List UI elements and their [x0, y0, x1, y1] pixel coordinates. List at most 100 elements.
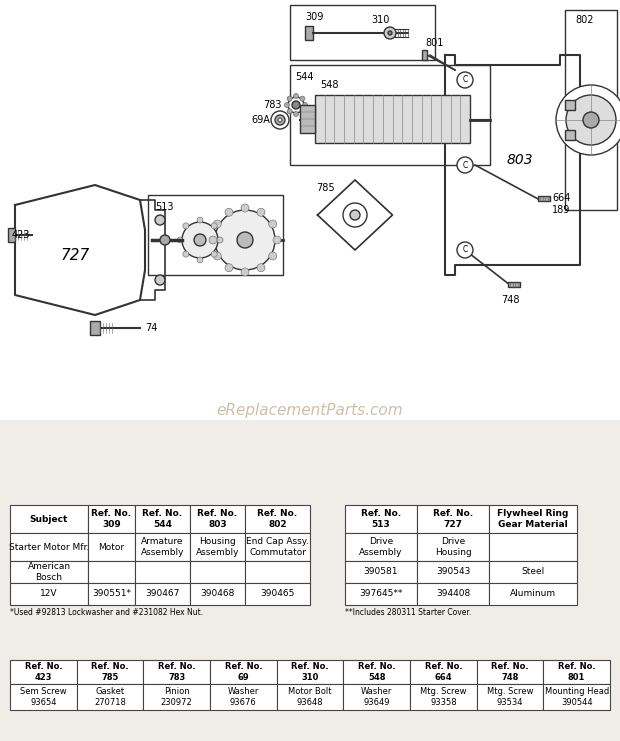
Text: Steel: Steel	[521, 568, 544, 576]
Circle shape	[288, 97, 304, 113]
Text: 544: 544	[295, 72, 314, 82]
Text: 783: 783	[264, 100, 282, 110]
Text: Mtg. Screw
93358: Mtg. Screw 93358	[420, 688, 467, 707]
Circle shape	[583, 112, 599, 128]
Bar	[135, 561, 190, 583]
Text: Drive
Housing: Drive Housing	[435, 537, 471, 556]
Circle shape	[209, 236, 217, 244]
Text: *Used #92813 Lockwasher and #231082 Hex Nut.: *Used #92813 Lockwasher and #231082 Hex …	[10, 608, 203, 617]
Bar	[135, 505, 190, 533]
Bar	[77, 684, 143, 710]
Polygon shape	[445, 55, 580, 275]
Circle shape	[268, 252, 277, 260]
Circle shape	[182, 222, 218, 258]
Bar	[290, 65, 490, 165]
Circle shape	[566, 95, 616, 145]
Text: 69A: 69A	[251, 115, 270, 125]
Circle shape	[300, 109, 305, 114]
Circle shape	[273, 236, 281, 244]
Circle shape	[343, 203, 367, 227]
Circle shape	[293, 93, 298, 99]
Text: 310: 310	[371, 15, 389, 25]
Text: Ref. No.
748: Ref. No. 748	[491, 662, 529, 682]
Circle shape	[215, 210, 275, 270]
Text: **Includes 280311 Starter Cover.: **Includes 280311 Starter Cover.	[345, 608, 471, 617]
Text: Ref. No.
548: Ref. No. 548	[358, 662, 396, 682]
Text: Mounting Head
390544: Mounting Head 390544	[544, 688, 609, 707]
Bar	[90, 321, 100, 335]
Text: 513: 513	[155, 202, 174, 212]
Circle shape	[285, 102, 290, 107]
Circle shape	[217, 237, 223, 243]
Circle shape	[350, 210, 360, 220]
Text: 390468: 390468	[200, 590, 235, 599]
Bar	[543, 660, 610, 684]
Bar	[417, 583, 489, 605]
Circle shape	[183, 223, 189, 229]
Circle shape	[197, 217, 203, 223]
Bar	[8, 228, 15, 242]
Bar	[245, 505, 310, 533]
Circle shape	[177, 237, 183, 243]
Bar	[538, 196, 550, 201]
Circle shape	[257, 264, 265, 272]
Text: 390543: 390543	[436, 568, 470, 576]
Text: 390467: 390467	[145, 590, 180, 599]
Circle shape	[213, 252, 221, 260]
Bar	[477, 660, 543, 684]
Bar	[543, 684, 610, 710]
Text: C: C	[463, 161, 467, 170]
Text: C: C	[463, 76, 467, 84]
Bar	[77, 660, 143, 684]
Circle shape	[457, 157, 473, 173]
Circle shape	[225, 208, 233, 216]
Circle shape	[268, 220, 277, 228]
Bar	[343, 660, 410, 684]
Bar	[10, 660, 77, 684]
Bar	[88, 505, 135, 533]
Bar	[345, 505, 417, 533]
Text: Ref. No.
423: Ref. No. 423	[25, 662, 62, 682]
Circle shape	[211, 223, 217, 229]
Bar	[477, 684, 543, 710]
Circle shape	[388, 31, 392, 35]
Bar	[10, 561, 88, 583]
Bar	[143, 684, 210, 710]
Text: End Cap Assy.
Commutator: End Cap Assy. Commutator	[246, 537, 309, 556]
Text: 801: 801	[426, 38, 444, 48]
Bar	[345, 561, 417, 583]
Bar	[422, 50, 427, 60]
Text: 390581: 390581	[364, 568, 398, 576]
Text: Ref. No.
803: Ref. No. 803	[197, 509, 237, 528]
Circle shape	[241, 268, 249, 276]
Bar	[10, 583, 88, 605]
Bar	[410, 660, 477, 684]
Text: eReplacementParts.com: eReplacementParts.com	[216, 402, 404, 417]
Bar	[417, 561, 489, 583]
Circle shape	[237, 232, 253, 248]
Bar	[565, 100, 575, 110]
Circle shape	[155, 275, 165, 285]
Circle shape	[155, 215, 165, 225]
Text: 390465: 390465	[260, 590, 294, 599]
Bar	[300, 105, 315, 133]
Bar	[88, 583, 135, 605]
Bar	[190, 533, 245, 561]
Bar	[489, 505, 577, 533]
Circle shape	[194, 234, 206, 246]
Text: 802: 802	[575, 15, 593, 25]
Bar	[10, 684, 77, 710]
Bar	[190, 583, 245, 605]
Bar	[0, 0, 620, 420]
Bar	[143, 660, 210, 684]
Bar	[417, 505, 489, 533]
Text: Ref. No.
785: Ref. No. 785	[91, 662, 129, 682]
Circle shape	[293, 111, 298, 116]
Text: Drive
Assembly: Drive Assembly	[359, 537, 403, 556]
Text: 423: 423	[12, 230, 30, 240]
Bar	[245, 583, 310, 605]
Text: Subject: Subject	[30, 514, 68, 523]
Text: 748: 748	[501, 295, 520, 305]
Circle shape	[211, 251, 217, 257]
Bar	[88, 533, 135, 561]
